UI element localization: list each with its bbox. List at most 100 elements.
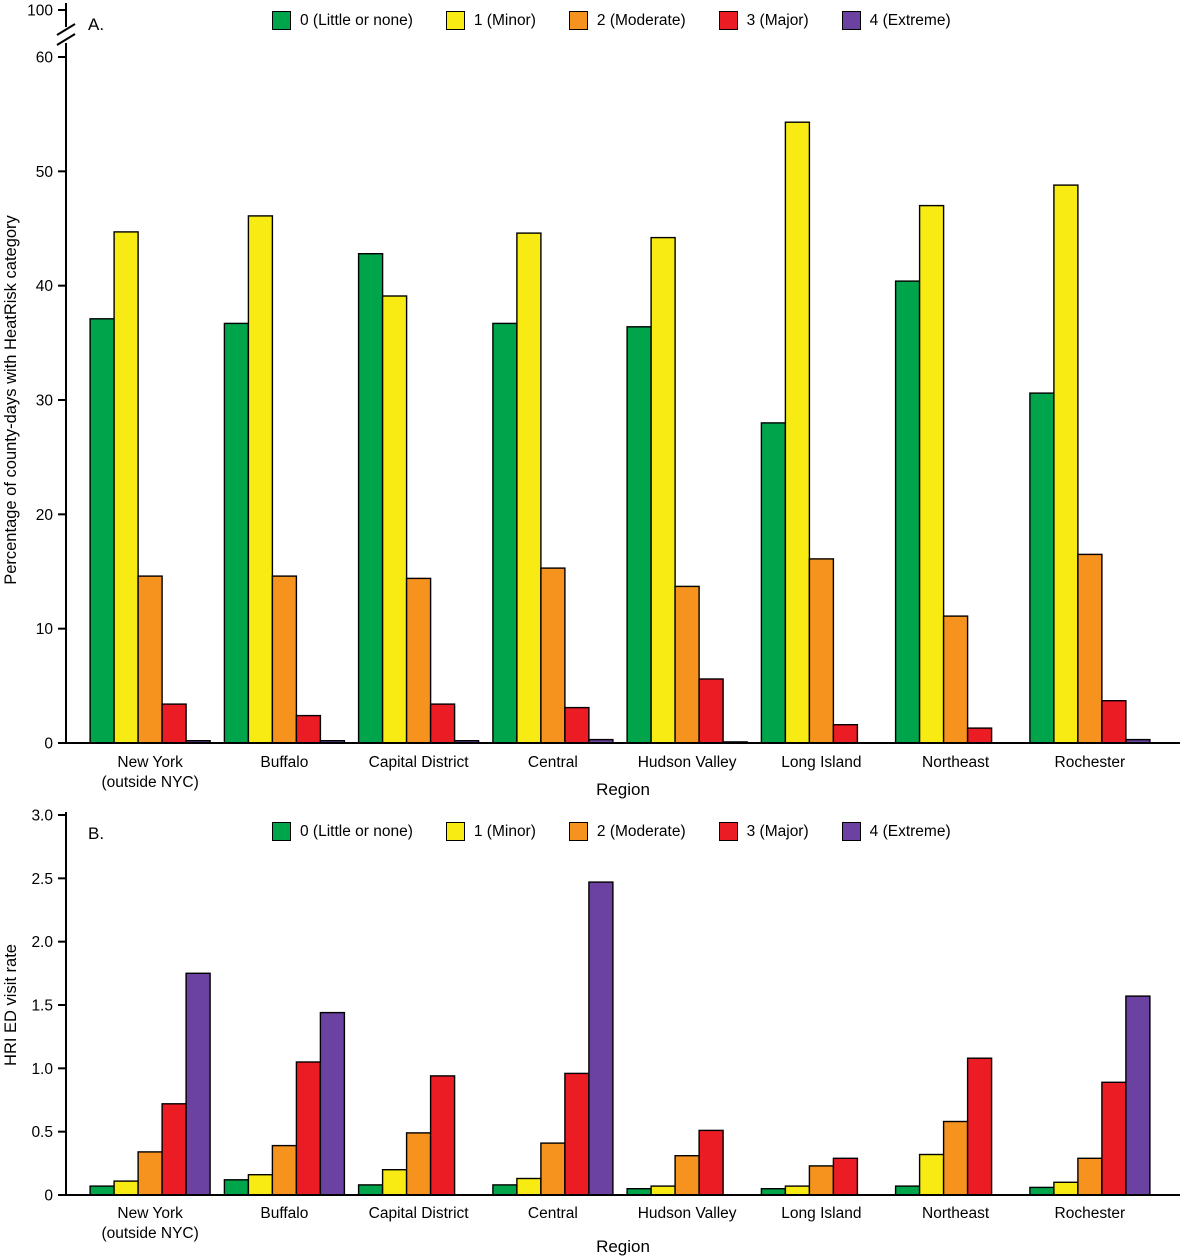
bar-series2-cat7 [1077,553,1103,744]
bar-series2-cat1 [271,1144,298,1196]
legend-label: 0 (Little or none) [300,823,413,840]
axis-break-mark [56,33,76,46]
legend-swatch [445,822,465,841]
legend-label: 4 (Extreme) [869,823,951,840]
y-tick-label: 2.5 [31,871,53,888]
bar-series2-cat2 [405,577,432,744]
bar-series0-cat7 [1029,1186,1055,1196]
bar-series0-cat2 [357,252,384,744]
legend-label: 4 (Extreme) [869,12,951,29]
bar-series1-cat6 [918,204,945,744]
y-axis-title: HRI ED visit rate [2,944,20,1066]
bar-series2-cat4 [674,585,700,744]
bar-series0-cat3 [492,322,518,744]
bar-series1-cat3 [516,1177,542,1196]
panel-b: B. 0 (Little or none) 1 (Minor) 2 (Moderat… [0,805,1185,1258]
y-axis-title: Percentage of county-days with HeatRisk … [2,214,20,584]
legend-swatch [568,11,588,30]
bar-series0-cat3 [492,1184,518,1196]
panel-b-chart: 0 0.5 1.0 1.5 2.0 2.5 3.0 New York (outside NYC)… [2,808,1180,1256]
bar-series1-cat6 [918,1153,945,1196]
bar-series3-cat3 [564,706,590,744]
legend-label: 2 (Moderate) [596,12,686,29]
legend-label: 2 (Moderate) [596,823,686,840]
y-tick-label: 40 [36,278,54,295]
bar-series2-cat5 [808,1165,835,1196]
bar-series3-cat4 [698,1129,724,1196]
x-category-label: Capital District [369,1205,470,1222]
bar-series3-cat0 [161,1103,187,1196]
bar-series0-cat2 [357,1184,384,1196]
bar-series2-cat3 [540,567,566,744]
bar-series2-cat0 [137,1151,163,1196]
bar-series1-cat5 [784,121,811,744]
bar-series0-cat7 [1029,392,1055,744]
bar-series1-cat5 [784,1185,811,1196]
bar-series3-cat2 [429,1075,456,1196]
bar-series2-cat2 [405,1132,432,1196]
y-tick-label-upper: 100 [27,3,53,20]
y-tick-label: 1.0 [31,1061,53,1078]
x-category-label: Rochester [1055,754,1126,771]
y-tick-label: 0 [44,1188,53,1205]
bar-series3-cat7 [1101,1081,1127,1196]
y-tick-label: 30 [36,393,54,410]
bar-series2-cat7 [1077,1157,1103,1196]
legend-label: 0 (Little or none) [300,12,413,29]
x-category-label: (outside NYC) [101,774,198,791]
bar-series3-cat6 [966,727,993,744]
legend-swatch [718,822,738,841]
bar-series0-cat4 [626,326,652,744]
bar-series0-cat6 [894,280,921,744]
bar-series3-cat5 [832,1157,859,1196]
bar-series1-cat2 [381,295,408,744]
bar-series1-cat3 [516,232,542,744]
y-tick-label: 2.0 [31,934,53,951]
x-category-label: Capital District [369,754,470,771]
bar-series3-cat1 [295,1061,322,1196]
bar-series3-cat6 [966,1057,993,1196]
legend-label: 1 (Minor) [473,12,536,29]
panel-a-label: A. [88,15,105,34]
bar-series0-cat1 [223,322,250,744]
bar-series4-cat0 [185,972,211,1196]
bar-series2-cat5 [808,558,835,744]
bar-series1-cat7 [1053,184,1079,744]
x-category-label: (outside NYC) [101,1225,198,1242]
x-category-label: Rochester [1055,1205,1126,1222]
legend-item: 3 (Major) [718,822,809,841]
y-tick-label: 0.5 [31,1124,53,1141]
bar-series1-cat4 [650,236,676,744]
x-category-label: Northeast [922,1205,990,1222]
bar-series2-cat6 [942,615,969,744]
legend-label: 3 (Major) [746,12,809,29]
y-tick-label: 20 [36,507,54,524]
legend-item: 2 (Moderate) [568,822,686,841]
x-axis-title: Region [596,780,650,799]
bar-series1-cat4 [650,1185,676,1196]
legend-swatch [841,822,861,841]
bar-series4-cat7 [1125,995,1151,1196]
bar-series3-cat1 [295,714,322,744]
bar-series2-cat1 [271,575,298,744]
y-tick-label: 0 [44,736,53,753]
legend-swatch [568,822,588,841]
x-category-label: Long Island [781,1205,861,1222]
y-tick-label: 10 [36,621,54,638]
legend-item: 2 (Moderate) [568,11,686,30]
x-category-label: Hudson Valley [638,754,737,771]
panel-a: A. 0 (Little or none) 1 (Minor) 2 (Moderat… [2,3,1180,799]
legend-item: 3 (Major) [718,11,809,30]
bar-series1-cat1 [247,1174,274,1196]
bar-series4-cat3 [588,881,614,1196]
y-tick-label: 1.5 [31,998,53,1015]
legend-swatch [272,822,291,841]
x-category-label: Central [528,754,578,771]
x-category-label: Hudson Valley [638,1205,737,1222]
bar-series0-cat0 [89,1185,115,1196]
x-axis-title: Region [596,1237,650,1256]
bar-series1-cat1 [247,215,274,744]
bar-series0-cat6 [894,1185,921,1196]
x-category-label: Buffalo [260,1205,308,1222]
